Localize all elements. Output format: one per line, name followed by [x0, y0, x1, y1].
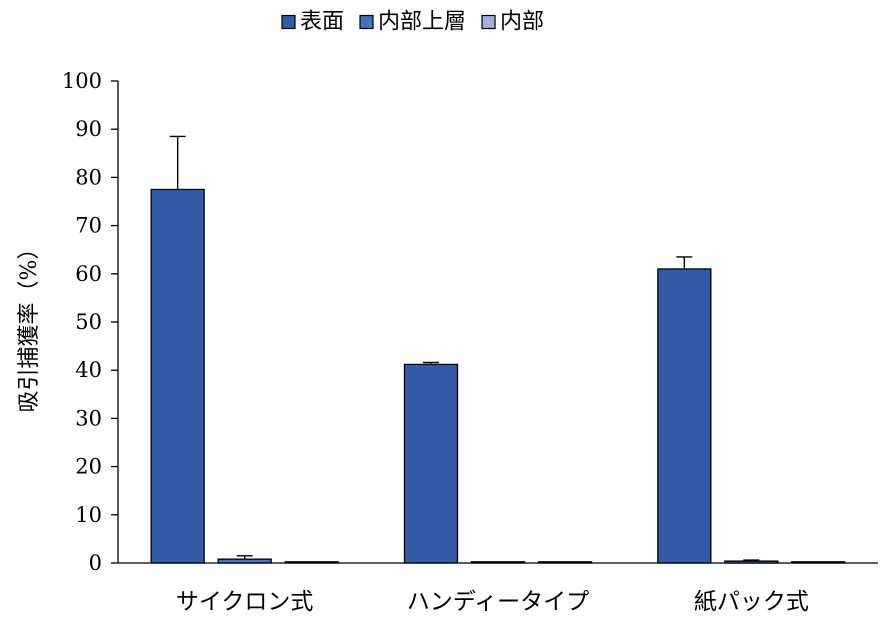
y-tick-label: 30	[75, 406, 102, 430]
y-tick-label: 100	[62, 69, 102, 93]
y-tick-label: 90	[75, 117, 102, 141]
bar	[724, 560, 779, 564]
bar	[657, 268, 712, 564]
y-tick-label: 70	[75, 214, 102, 238]
y-tick-label: 60	[75, 262, 102, 286]
error-bars	[169, 135, 760, 562]
x-axis: サイクロン式 ハンディータイプ 紙パック式	[118, 562, 878, 615]
y-tick-label: 0	[89, 551, 102, 575]
bar	[537, 561, 593, 564]
y-tick-label: 40	[75, 358, 102, 382]
bar	[150, 188, 205, 564]
legend-label: 表面	[300, 10, 344, 35]
legend-label: 内部上層	[378, 10, 466, 35]
bar	[470, 561, 526, 564]
legend: 表面 内部上層 内部	[281, 10, 544, 35]
bars	[150, 188, 846, 564]
bar	[284, 561, 339, 564]
legend-swatch	[359, 14, 374, 30]
legend-label: 内部	[500, 10, 544, 35]
y-axis-label: 吸引捕獲率（%）	[17, 238, 42, 413]
x-category-label: サイクロン式	[176, 589, 314, 615]
x-category-label: 紙パック式	[694, 589, 809, 615]
x-category-label: ハンディータイプ	[407, 589, 589, 615]
legend-swatch	[281, 14, 296, 30]
y-tick-label: 80	[75, 165, 102, 189]
bar	[791, 561, 846, 564]
y-tick-label: 20	[75, 455, 102, 479]
legend-swatch	[481, 14, 496, 30]
bar	[403, 363, 459, 564]
y-tick-label: 50	[75, 310, 102, 334]
y-tick-label: 10	[75, 503, 102, 527]
y-axis: 0 10 20 30 40 50 60 70 80 90 100	[62, 69, 119, 575]
bar	[217, 558, 272, 564]
